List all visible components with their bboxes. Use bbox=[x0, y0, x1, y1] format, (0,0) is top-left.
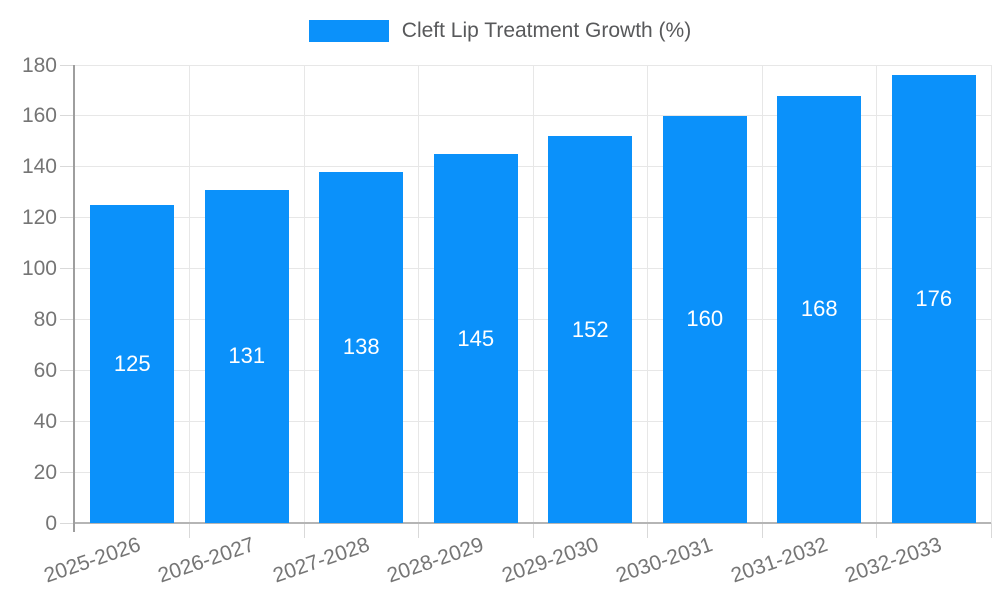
x-axis-tick bbox=[418, 523, 419, 538]
bar-value-label: 131 bbox=[228, 343, 266, 369]
bar-value-label: 160 bbox=[686, 306, 724, 332]
bar bbox=[891, 75, 976, 523]
gridline-vertical bbox=[761, 65, 763, 523]
bar-value-label: 125 bbox=[113, 350, 151, 376]
x-axis-category-label: 2030-2031 bbox=[613, 533, 716, 588]
x-axis-category-label: 2031-2032 bbox=[727, 533, 831, 588]
bar-value-label: 168 bbox=[800, 296, 838, 322]
bar bbox=[90, 204, 175, 523]
bar bbox=[548, 136, 633, 523]
y-axis-tick-label: 20 bbox=[33, 460, 57, 484]
x-axis-category-label: 2026-2027 bbox=[155, 533, 258, 588]
bar bbox=[777, 95, 862, 523]
x-axis-tick bbox=[189, 523, 190, 538]
x-axis-tick bbox=[303, 523, 305, 538]
x-axis-category-label: 2025-2026 bbox=[40, 533, 144, 588]
y-axis-line bbox=[73, 65, 75, 532]
bar-value-label: 138 bbox=[342, 334, 380, 360]
x-axis-tick bbox=[532, 523, 534, 538]
x-axis-category-label: 2029-2030 bbox=[498, 533, 602, 588]
legend: Cleft Lip Treatment Growth (%) bbox=[0, 19, 1000, 43]
x-axis-tick bbox=[990, 523, 992, 538]
bar bbox=[662, 115, 747, 523]
bar bbox=[319, 171, 404, 523]
x-axis-tick bbox=[647, 523, 648, 538]
y-axis-tick bbox=[60, 268, 73, 270]
x-axis-category-label: 2032-2033 bbox=[842, 533, 945, 588]
gridline-vertical bbox=[189, 65, 190, 523]
bar-value-label: 145 bbox=[457, 325, 495, 351]
x-axis-tick bbox=[876, 523, 877, 538]
y-axis-tick-label: 60 bbox=[33, 358, 57, 382]
y-axis-tick-label: 140 bbox=[21, 155, 57, 179]
gridline-vertical bbox=[303, 65, 305, 523]
gridline-vertical bbox=[647, 65, 648, 523]
y-axis-tick bbox=[60, 166, 73, 168]
y-axis-tick-label: 180 bbox=[21, 53, 57, 77]
x-axis-tick bbox=[761, 523, 763, 538]
x-axis-line bbox=[75, 522, 991, 524]
y-axis-tick-label: 160 bbox=[21, 104, 57, 128]
y-axis-tick bbox=[60, 318, 73, 320]
gridline-vertical bbox=[532, 65, 534, 523]
gridline-vertical bbox=[990, 65, 992, 523]
x-axis-category-label: 2027-2028 bbox=[269, 533, 373, 588]
gridline-vertical bbox=[418, 65, 419, 523]
y-axis-tick-label: 0 bbox=[45, 511, 57, 535]
y-axis-tick bbox=[60, 522, 73, 524]
y-axis-tick bbox=[60, 420, 73, 422]
bar bbox=[204, 189, 289, 523]
gridline-vertical bbox=[876, 65, 877, 523]
legend-label: Cleft Lip Treatment Growth (%) bbox=[401, 19, 692, 42]
x-axis-category-label: 2028-2029 bbox=[384, 533, 487, 588]
bar bbox=[433, 154, 518, 523]
y-axis-tick-label: 80 bbox=[33, 307, 57, 331]
y-axis-tick bbox=[60, 115, 73, 117]
y-axis-tick-label: 100 bbox=[21, 257, 57, 281]
y-axis-tick-label: 120 bbox=[21, 206, 57, 230]
y-axis-tick bbox=[60, 64, 73, 66]
y-axis-tick bbox=[60, 217, 73, 219]
legend-swatch bbox=[308, 20, 389, 42]
y-axis-tick-label: 40 bbox=[33, 409, 57, 433]
y-axis-tick bbox=[60, 369, 73, 371]
y-axis-tick bbox=[60, 471, 73, 473]
bar-value-label: 152 bbox=[571, 316, 609, 342]
bar-value-label: 176 bbox=[915, 286, 953, 312]
